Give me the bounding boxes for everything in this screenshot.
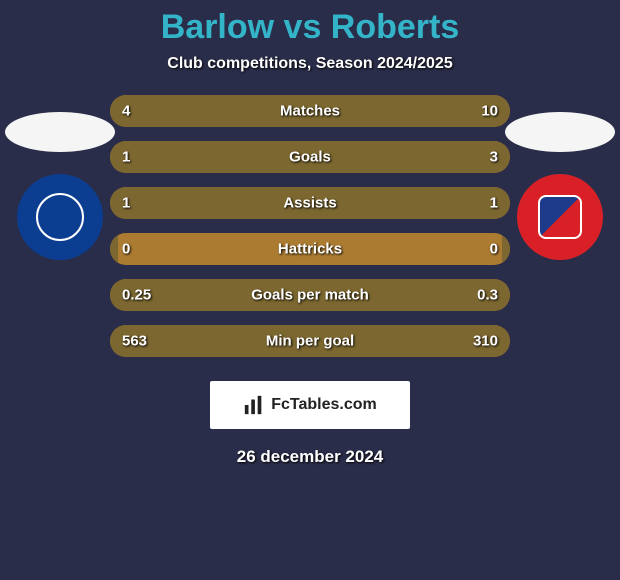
stat-fill-right [310, 187, 510, 219]
left-club-crest [17, 174, 103, 260]
stat-value-right: 0 [490, 241, 498, 258]
stat-fill-right [290, 279, 510, 311]
stat-value-left: 0 [122, 241, 130, 258]
stat-bar: 13Goals [110, 141, 510, 173]
stat-fill-right [210, 141, 510, 173]
left-player-photo [5, 112, 115, 152]
right-player-photo [505, 112, 615, 152]
stat-fill-left [110, 95, 226, 127]
stat-bar: 11Assists [110, 187, 510, 219]
left-player-column [0, 112, 120, 260]
right-player-column [500, 112, 620, 260]
stat-label: Hattricks [278, 241, 342, 258]
page-title: Barlow vs Roberts [0, 0, 620, 47]
brand-text: FcTables.com [271, 396, 377, 414]
subtitle: Club competitions, Season 2024/2025 [0, 55, 620, 73]
stat-bar: 0.250.3Goals per match [110, 279, 510, 311]
right-club-crest [517, 174, 603, 260]
stat-bar: 563310Min per goal [110, 325, 510, 357]
stat-fill-left [110, 325, 254, 357]
stat-bar: 0 0 Hattricks [110, 233, 510, 265]
stat-fill-right [226, 95, 510, 127]
stat-fill-left [110, 279, 290, 311]
stat-fill-right [502, 233, 510, 265]
stat-bar: 410Matches [110, 95, 510, 127]
stat-fill-left [110, 141, 210, 173]
stat-fill-left [110, 233, 118, 265]
stat-bars: 410Matches 13Goals 11Assists 0 0 Hattricks 0.2… [110, 95, 510, 357]
brand-logo: FcTables.com [210, 381, 410, 429]
bars-icon [243, 394, 265, 416]
stat-fill-right [254, 325, 510, 357]
stat-fill-left [110, 187, 310, 219]
footer-date: 26 december 2024 [0, 447, 620, 467]
